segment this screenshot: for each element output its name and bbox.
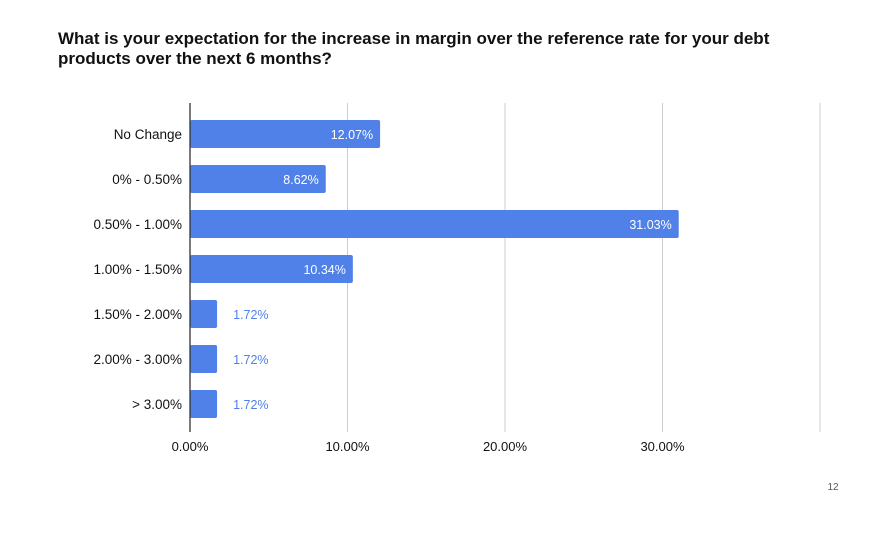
category-labels: No Change 0% - 0.50% 0.50% - 1.00% 1.00% - … xyxy=(93,127,182,412)
data-label: 1.72% xyxy=(233,353,268,367)
category-label: 0% - 0.50% xyxy=(112,172,182,187)
data-label: 1.72% xyxy=(233,308,268,322)
page-number: 12 xyxy=(827,482,839,493)
category-label: No Change xyxy=(114,127,182,142)
x-tick-label: 30.00% xyxy=(640,439,685,454)
category-label: 1.50% - 2.00% xyxy=(93,307,182,322)
category-label: 0.50% - 1.00% xyxy=(93,217,182,232)
bar xyxy=(190,165,326,193)
x-tick-label: 10.00% xyxy=(325,439,370,454)
chart-title: What is your expectation for the increas… xyxy=(58,29,770,68)
bar xyxy=(190,120,381,148)
bar xyxy=(190,210,679,238)
gridlines xyxy=(347,103,821,432)
bar xyxy=(190,345,218,373)
category-label: 1.00% - 1.50% xyxy=(93,262,182,277)
data-label: 1.72% xyxy=(233,398,268,412)
bar xyxy=(190,255,353,283)
category-label: 2.00% - 3.00% xyxy=(93,352,182,367)
bar xyxy=(190,300,218,328)
data-label: 10.34% xyxy=(303,263,345,277)
bars xyxy=(190,120,679,418)
x-axis-ticks: 0.00% 10.00% 20.00% 30.00% xyxy=(172,439,685,454)
data-labels: 12.07% 8.62% 31.03% 10.34% 1.72% 1.72% 1.72% xyxy=(233,128,672,412)
x-tick-label: 0.00% xyxy=(172,439,209,454)
bar xyxy=(190,390,218,418)
category-label: > 3.00% xyxy=(132,397,182,412)
data-label: 31.03% xyxy=(629,218,671,232)
data-label: 8.62% xyxy=(283,173,318,187)
x-tick-label: 20.00% xyxy=(483,439,528,454)
data-label: 12.07% xyxy=(331,128,373,142)
